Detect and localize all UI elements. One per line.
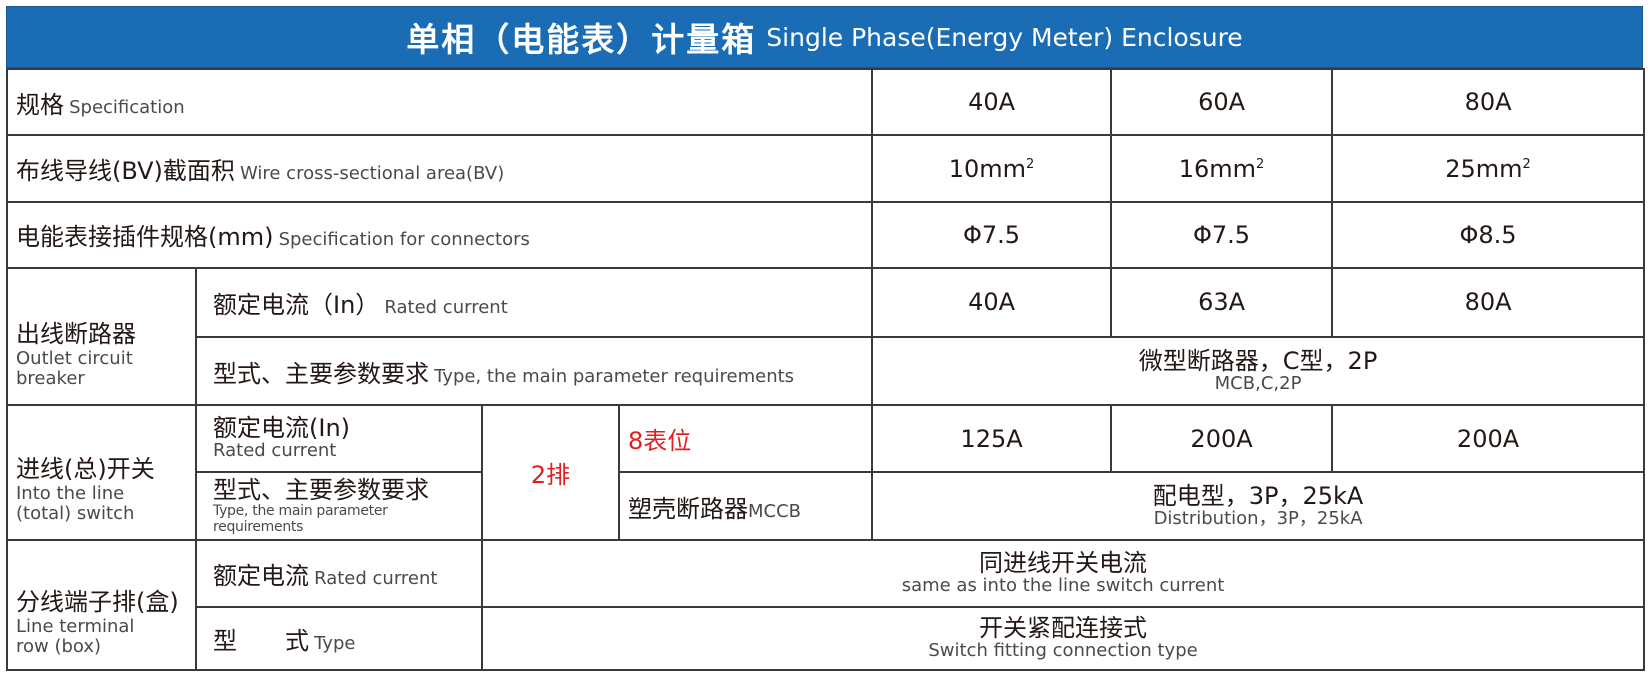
label-inlet-type: 型式、主要参数要求 Type, the main parameter requi… bbox=[195, 471, 483, 541]
rows-count-label: 2排 bbox=[530, 460, 571, 489]
label-outlet-rated: 额定电流（In） Rated current bbox=[194, 266, 874, 338]
value-cell: 40A bbox=[871, 266, 1113, 338]
table-header: 单相（电能表）计量箱 Single Phase(Energy Meter) En… bbox=[6, 6, 1643, 68]
outlet-type-value: 微型断路器，C型，2P MCB,C,2P bbox=[871, 335, 1646, 407]
label-en: Outlet circuit breaker bbox=[16, 347, 133, 389]
row-connector: 电能表接插件规格(mm) Specification for connector… bbox=[5, 201, 1646, 269]
label-terminal-rated: 额定电流 Rated current bbox=[195, 538, 483, 608]
row-wire-area: 布线导线(BV)截面积 Wire cross-sectional area(BV… bbox=[5, 134, 1646, 204]
value-cn: 配电型，3P，25kA bbox=[1152, 481, 1364, 510]
label-en: Type, the main parameter requirements bbox=[434, 365, 795, 387]
value-cn: 开关紧配连接式 bbox=[979, 613, 1148, 642]
label-terminal-row: 分线端子排(盒) Line terminal row (box) bbox=[6, 538, 197, 672]
value-cell: 63A bbox=[1110, 266, 1334, 338]
label-en: Type, the main parameter requirements bbox=[213, 502, 388, 535]
label-en: Rated current bbox=[314, 567, 438, 589]
label-en: Specification for connectors bbox=[278, 229, 530, 251]
value-cell: 40A bbox=[871, 67, 1113, 137]
header-title-cn: 单相（电能表）计量箱 bbox=[406, 20, 757, 59]
label-outlet-breaker: 出线断路器 Outlet circuit breaker bbox=[6, 266, 197, 407]
value-cell: 200A bbox=[1110, 404, 1334, 474]
row-terminal-rated: 分线端子排(盒) Line terminal row (box) 额定电流 Ra… bbox=[6, 538, 1646, 672]
value-cell: 200A bbox=[1331, 404, 1646, 474]
rows-count-cell: 2排 bbox=[481, 404, 620, 541]
value-cn: 同进线开关电流 bbox=[979, 548, 1148, 577]
label-cn: 额定电流（In） bbox=[213, 290, 380, 319]
label-cn: 分线端子排(盒) bbox=[16, 588, 179, 617]
label-en: Into the line (total) switch bbox=[16, 482, 135, 524]
label-outlet-type: 型式、主要参数要求 Type, the main parameter requi… bbox=[194, 335, 874, 407]
label-terminal-type: 型 式 Type bbox=[195, 605, 483, 672]
label-en: Line terminal row (box) bbox=[16, 616, 135, 658]
label-inlet-switch: 进线(总)开关 Into the line (total) switch bbox=[6, 404, 197, 541]
label-en: Type bbox=[314, 632, 356, 654]
label-wire-area: 布线导线(BV)截面积 Wire cross-sectional area(BV… bbox=[5, 134, 874, 204]
unit-superscript: 2 bbox=[1026, 156, 1035, 172]
row-inlet-rated: 进线(总)开关 Into the line (total) switch 额定电… bbox=[6, 404, 1646, 541]
spec-table: 规格 Specification 40A 60A 80A 布线导线(BV)截面积… bbox=[5, 67, 1646, 672]
value-cell: 80A bbox=[1331, 266, 1646, 338]
spec-sheet: 单相（电能表）计量箱 Single Phase(Energy Meter) En… bbox=[5, 6, 1646, 672]
mccb-cn: 塑壳断路器 bbox=[628, 494, 748, 523]
header-title-en: Single Phase(Energy Meter) Enclosure bbox=[766, 22, 1243, 52]
mccb-cell: 塑壳断路器MCCB bbox=[617, 471, 874, 541]
label-cn: 额定电流 bbox=[213, 561, 309, 590]
value-cell: 80A bbox=[1331, 67, 1646, 137]
label-cn: 型式、主要参数要求 bbox=[213, 359, 429, 388]
label-en: Rated current bbox=[384, 296, 508, 318]
row-terminal-type: 型 式 Type 开关紧配连接式 Switch fitting connecti… bbox=[7, 605, 1646, 672]
value-en: same as into the line switch current bbox=[901, 574, 1225, 596]
row-inlet-type: 型式、主要参数要求 Type, the main parameter requi… bbox=[7, 471, 1646, 541]
label-cn: 出线断路器 bbox=[16, 319, 136, 348]
value-cell: 60A bbox=[1110, 67, 1334, 137]
mccb-en: MCCB bbox=[748, 500, 802, 522]
label-cn: 型 式 bbox=[213, 626, 309, 655]
unit-superscript: 2 bbox=[1522, 156, 1531, 172]
label-cn: 布线导线(BV)截面积 bbox=[16, 157, 235, 186]
value-cell: 10mm2 bbox=[871, 134, 1113, 204]
unit-superscript: 2 bbox=[1256, 156, 1265, 172]
label-cn: 进线(总)开关 bbox=[16, 454, 155, 483]
label-en: Wire cross-sectional area(BV) bbox=[239, 163, 505, 185]
value-text: 25mm bbox=[1445, 154, 1523, 183]
terminal-type-value: 开关紧配连接式 Switch fitting connection type bbox=[480, 605, 1646, 672]
inlet-type-value: 配电型，3P，25kA Distribution，3P，25kA bbox=[871, 471, 1646, 541]
value-text: 10mm bbox=[948, 154, 1027, 183]
label-cn: 型式、主要参数要求 bbox=[213, 475, 429, 504]
label-cn: 电能表接插件规格(mm) bbox=[16, 223, 274, 252]
label-cn: 规格 bbox=[16, 90, 64, 119]
value-en: Switch fitting connection type bbox=[928, 639, 1198, 661]
label-connector: 电能表接插件规格(mm) Specification for connector… bbox=[5, 201, 874, 269]
value-cell: 125A bbox=[871, 404, 1113, 474]
value-cell: 16mm2 bbox=[1110, 134, 1334, 204]
value-cell: Φ7.5 bbox=[1110, 201, 1334, 269]
value-cn: 微型断路器，C型，2P bbox=[1138, 346, 1378, 375]
positions-label: 8表位 bbox=[628, 427, 692, 456]
row-outlet-type: 型式、主要参数要求 Type, the main parameter requi… bbox=[7, 335, 1646, 407]
value-cell: Φ7.5 bbox=[871, 201, 1113, 269]
value-cell: 25mm2 bbox=[1331, 134, 1646, 204]
value-text: 16mm bbox=[1178, 154, 1257, 183]
label-inlet-rated: 额定电流(In) Rated current bbox=[195, 404, 483, 474]
row-outlet-rated: 出线断路器 Outlet circuit breaker 额定电流（In） Ra… bbox=[6, 266, 1646, 407]
label-en: Rated current bbox=[213, 440, 337, 462]
terminal-rated-value: 同进线开关电流 same as into the line switch cur… bbox=[480, 538, 1646, 608]
row-specification: 规格 Specification 40A 60A 80A bbox=[5, 67, 1646, 137]
label-en: Specification bbox=[69, 96, 185, 118]
label-specification: 规格 Specification bbox=[5, 67, 874, 137]
label-cn: 额定电流(In) bbox=[213, 414, 351, 443]
value-en: MCB,C,2P bbox=[1214, 372, 1302, 394]
value-cell: Φ8.5 bbox=[1331, 201, 1646, 269]
positions-cell: 8表位 bbox=[617, 404, 874, 474]
value-en: Distribution，3P，25kA bbox=[1153, 507, 1363, 529]
